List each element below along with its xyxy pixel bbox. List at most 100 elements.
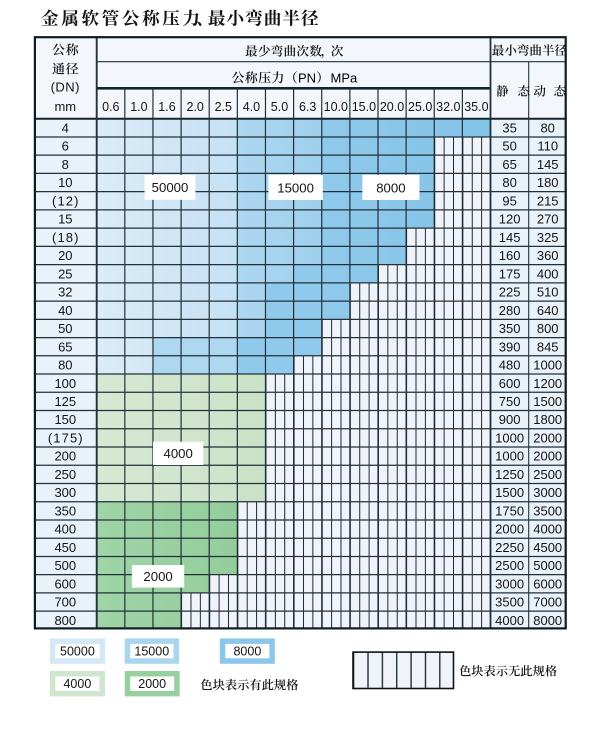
svg-text:510: 510 — [537, 285, 559, 300]
svg-text:8: 8 — [62, 157, 69, 172]
svg-text:mm: mm — [54, 99, 76, 114]
svg-text:6: 6 — [62, 139, 69, 154]
svg-text:6.3: 6.3 — [299, 100, 316, 114]
svg-text:4500: 4500 — [533, 540, 562, 555]
svg-text:2000: 2000 — [533, 449, 562, 464]
svg-text:8000: 8000 — [376, 180, 405, 195]
svg-text:4000: 4000 — [63, 677, 91, 691]
svg-text:(175): (175) — [48, 431, 84, 446]
svg-text:1000: 1000 — [495, 449, 524, 464]
svg-text:50000: 50000 — [152, 180, 189, 195]
svg-text:500: 500 — [54, 558, 76, 573]
svg-text:3500: 3500 — [495, 595, 524, 610]
svg-text:1500: 1500 — [533, 394, 562, 409]
svg-text:10.0: 10.0 — [324, 100, 348, 114]
svg-text:7000: 7000 — [533, 595, 562, 610]
svg-text:95: 95 — [502, 193, 516, 208]
svg-text:100: 100 — [54, 376, 76, 391]
svg-text:250: 250 — [54, 467, 76, 482]
svg-text:4000: 4000 — [533, 522, 562, 537]
svg-text:200: 200 — [54, 449, 76, 464]
svg-text:20.0: 20.0 — [380, 100, 404, 114]
svg-text:900: 900 — [499, 412, 521, 427]
svg-text:15000: 15000 — [134, 645, 169, 659]
svg-text:700: 700 — [54, 595, 76, 610]
svg-text:175: 175 — [499, 266, 521, 281]
svg-text:600: 600 — [499, 376, 521, 391]
svg-text:120: 120 — [499, 212, 521, 227]
svg-text:50: 50 — [502, 139, 516, 154]
svg-text:2000: 2000 — [138, 677, 166, 691]
svg-text:145: 145 — [537, 157, 559, 172]
svg-text:160: 160 — [499, 248, 521, 263]
svg-text:110: 110 — [537, 139, 558, 154]
svg-text:(18): (18) — [52, 230, 80, 245]
svg-text:8000: 8000 — [533, 613, 562, 628]
svg-text:(DN): (DN) — [51, 80, 80, 95]
svg-text:80: 80 — [502, 175, 516, 190]
svg-text:270: 270 — [537, 212, 559, 227]
svg-text:20: 20 — [58, 248, 72, 263]
svg-text:MPa: MPa — [331, 70, 359, 85]
svg-text:80: 80 — [58, 358, 72, 373]
svg-text:3000: 3000 — [495, 576, 524, 591]
svg-text:4000: 4000 — [495, 613, 524, 628]
svg-text:3000: 3000 — [533, 485, 562, 500]
svg-text:2.5: 2.5 — [215, 100, 232, 114]
svg-text:PN: PN — [298, 70, 316, 85]
svg-text:360: 360 — [537, 248, 559, 263]
svg-text:640: 640 — [537, 303, 559, 318]
svg-text:145: 145 — [499, 230, 521, 245]
svg-text:32.0: 32.0 — [436, 100, 460, 114]
svg-text:0.6: 0.6 — [102, 100, 119, 114]
svg-text:1250: 1250 — [495, 467, 524, 482]
svg-text:6000: 6000 — [533, 576, 562, 591]
svg-text:2500: 2500 — [533, 467, 562, 482]
svg-text:1.6: 1.6 — [158, 100, 175, 114]
svg-text:280: 280 — [499, 303, 521, 318]
svg-text:180: 180 — [537, 175, 559, 190]
svg-text:750: 750 — [499, 394, 521, 409]
svg-text:4000: 4000 — [164, 446, 193, 461]
svg-text:65: 65 — [58, 339, 72, 354]
svg-text:2.0: 2.0 — [187, 100, 204, 114]
svg-text:225: 225 — [499, 285, 521, 300]
svg-text:35: 35 — [502, 120, 516, 135]
svg-text:4.0: 4.0 — [243, 100, 260, 114]
svg-text:125: 125 — [54, 394, 76, 409]
svg-text:3500: 3500 — [533, 503, 562, 518]
svg-text:845: 845 — [537, 339, 559, 354]
svg-text:15.0: 15.0 — [352, 100, 376, 114]
svg-text:40: 40 — [58, 303, 72, 318]
svg-text:600: 600 — [54, 576, 76, 591]
svg-text:2000: 2000 — [533, 431, 562, 446]
svg-text:400: 400 — [54, 522, 76, 537]
svg-text:800: 800 — [537, 321, 559, 336]
svg-text:8000: 8000 — [233, 645, 261, 659]
svg-text:1500: 1500 — [495, 485, 524, 500]
svg-text:400: 400 — [537, 266, 559, 281]
svg-text:50: 50 — [58, 321, 72, 336]
svg-text:15000: 15000 — [277, 180, 314, 195]
svg-text:350: 350 — [54, 503, 76, 518]
svg-text:450: 450 — [54, 540, 76, 555]
svg-text:65: 65 — [502, 157, 516, 172]
svg-text:25: 25 — [58, 266, 72, 281]
svg-text:2000: 2000 — [143, 569, 172, 584]
svg-text:1000: 1000 — [495, 431, 524, 446]
svg-text:1.0: 1.0 — [130, 100, 147, 114]
svg-text:390: 390 — [499, 339, 521, 354]
svg-text:15: 15 — [58, 212, 72, 227]
svg-text:35.0: 35.0 — [464, 100, 488, 114]
svg-text:215: 215 — [537, 193, 559, 208]
svg-text:300: 300 — [54, 485, 76, 500]
svg-text:325: 325 — [537, 230, 559, 245]
svg-text:4: 4 — [62, 120, 69, 135]
svg-text:2250: 2250 — [495, 540, 524, 555]
svg-text:10: 10 — [58, 175, 72, 190]
svg-text:1800: 1800 — [533, 412, 562, 427]
svg-text:150: 150 — [54, 412, 76, 427]
svg-text:800: 800 — [54, 613, 76, 628]
svg-text:1200: 1200 — [533, 376, 562, 391]
svg-text:50000: 50000 — [60, 645, 95, 659]
